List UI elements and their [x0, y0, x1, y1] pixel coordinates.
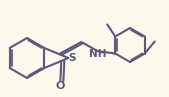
Text: S: S [68, 52, 75, 62]
Text: NH: NH [89, 49, 106, 59]
Text: O: O [56, 81, 65, 91]
